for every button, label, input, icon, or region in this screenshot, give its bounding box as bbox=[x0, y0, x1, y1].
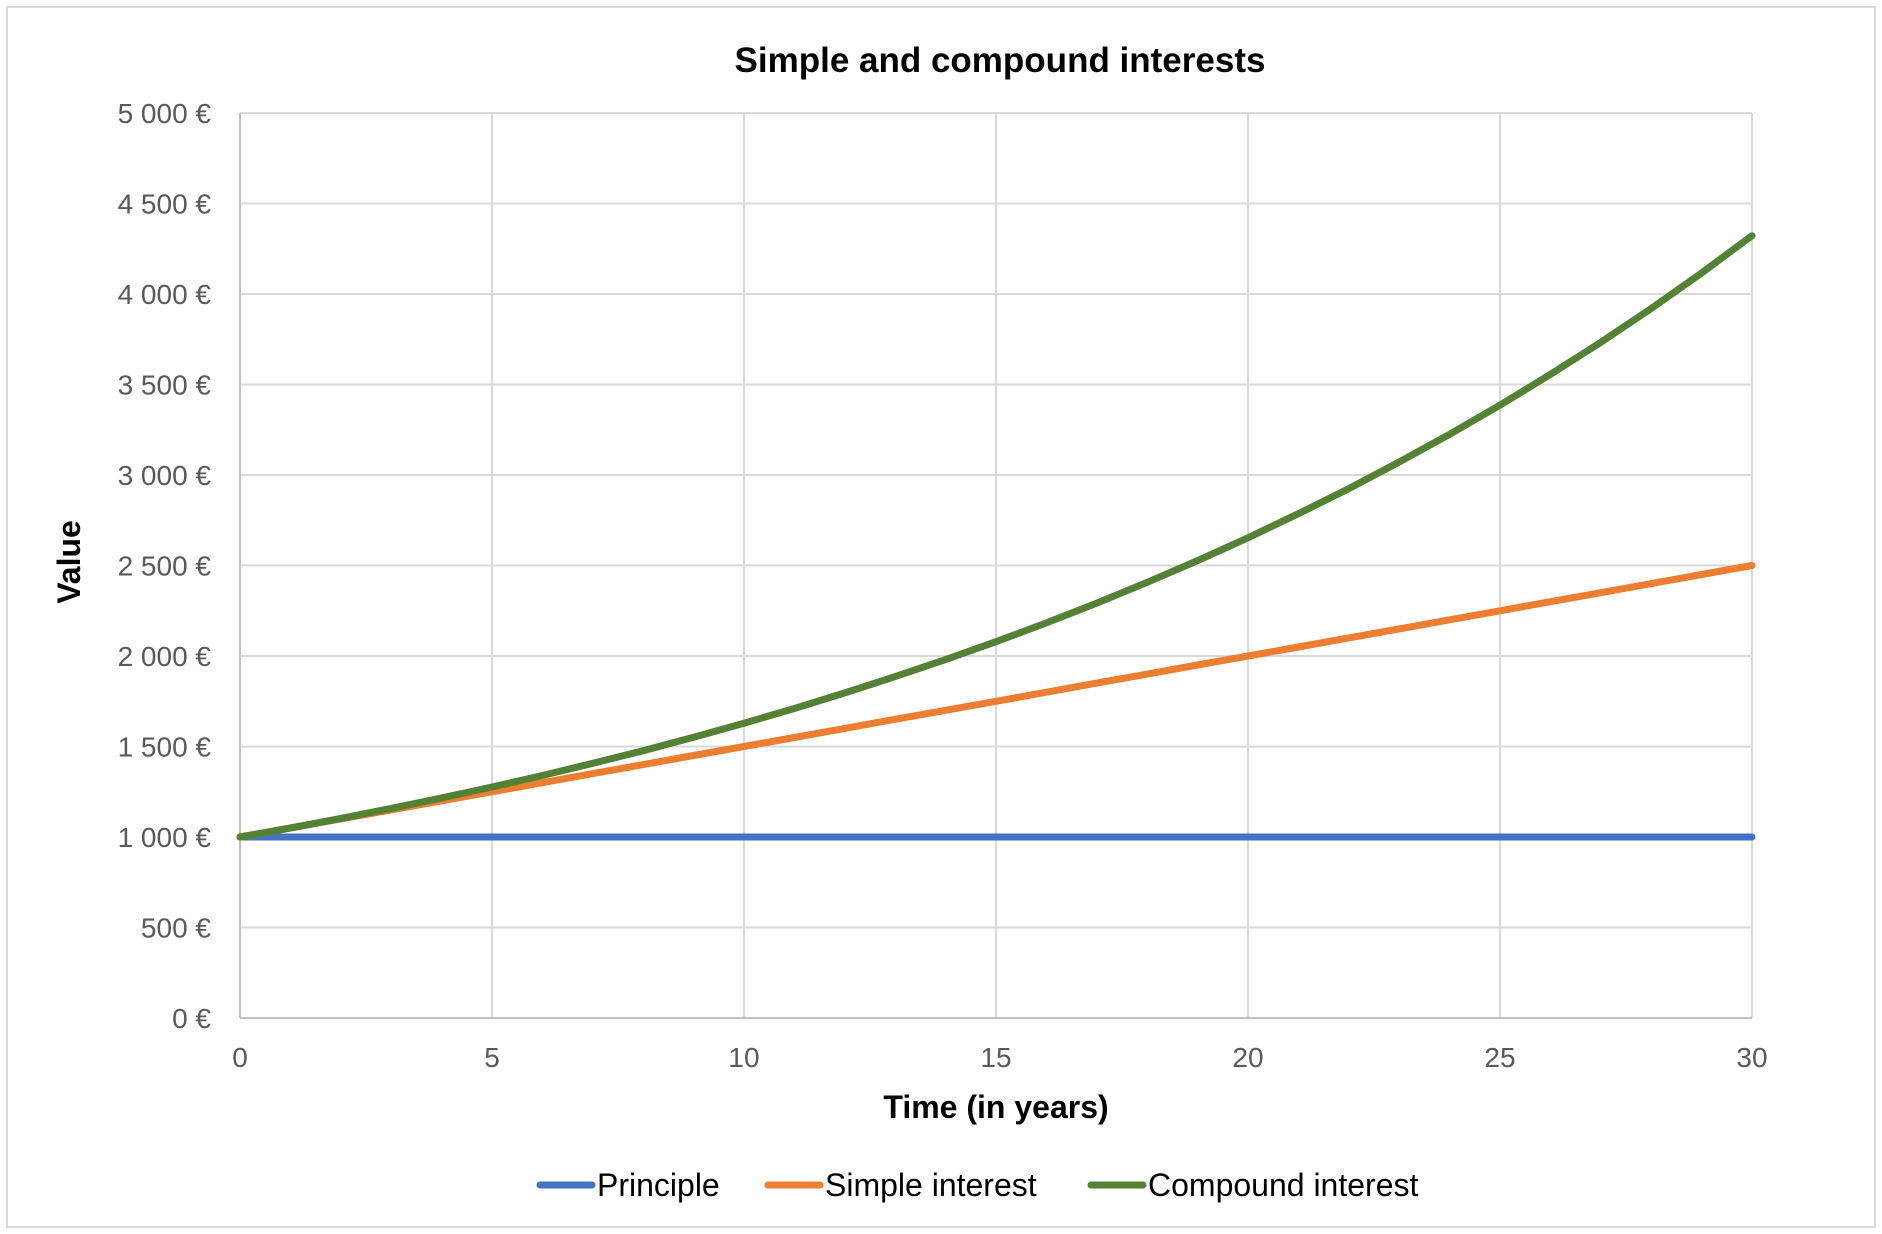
axes bbox=[239, 113, 1752, 1019]
y-tick-label: 4 000 € bbox=[118, 279, 212, 310]
y-axis-label: Value bbox=[51, 520, 87, 604]
legend-label-compound-interest: Compound interest bbox=[1148, 1167, 1418, 1203]
y-tick-label: 4 500 € bbox=[118, 189, 212, 220]
y-tick-label: 1 000 € bbox=[118, 822, 212, 853]
y-tick-label: 0 € bbox=[172, 1003, 211, 1034]
series-line-compound-interest bbox=[236, 232, 1756, 841]
series-line-simple-interest bbox=[236, 562, 1756, 841]
legend: Principle Simple interest Compound interes… bbox=[536, 1167, 1418, 1203]
x-tick-label: 5 bbox=[484, 1042, 500, 1073]
y-tick-label: 3 500 € bbox=[118, 370, 212, 401]
x-tick-label: 25 bbox=[1484, 1042, 1515, 1073]
tick-labels: 0 € 500 € 1 000 € 1 500 € 2 000 € 2 500 € 3 00… bbox=[118, 98, 1768, 1073]
series-lines bbox=[236, 232, 1756, 841]
legend-label-principle: Principle bbox=[597, 1167, 720, 1203]
legend-label-simple-interest: Simple interest bbox=[825, 1167, 1037, 1203]
y-tick-label: 2 000 € bbox=[118, 641, 212, 672]
gridlines bbox=[240, 112, 1753, 1018]
x-tick-label: 20 bbox=[1232, 1042, 1263, 1073]
chart-frame bbox=[6, 6, 1876, 1228]
x-tick-label: 30 bbox=[1736, 1042, 1767, 1073]
y-tick-label: 3 000 € bbox=[118, 460, 212, 491]
x-tick-label: 15 bbox=[980, 1042, 1011, 1073]
y-tick-label: 500 € bbox=[141, 913, 211, 944]
y-tick-label: 1 500 € bbox=[118, 732, 212, 763]
x-axis-label: Time (in years) bbox=[883, 1089, 1108, 1125]
y-tick-label: 5 000 € bbox=[118, 98, 212, 129]
chart-title: Simple and compound interests bbox=[735, 41, 1266, 80]
x-tick-label: 0 bbox=[232, 1042, 248, 1073]
x-tick-label: 10 bbox=[728, 1042, 759, 1073]
y-tick-label: 2 500 € bbox=[118, 551, 212, 582]
